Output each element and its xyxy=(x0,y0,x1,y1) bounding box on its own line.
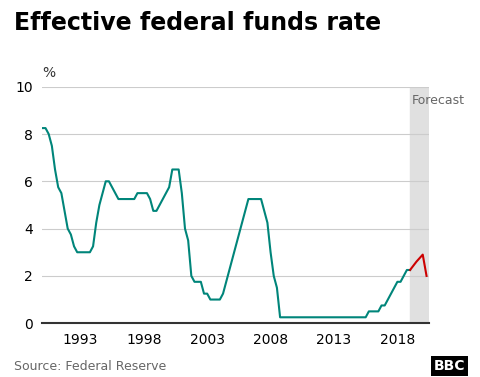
Text: Effective federal funds rate: Effective federal funds rate xyxy=(14,11,382,35)
Text: Forecast: Forecast xyxy=(411,94,464,107)
Text: BBC: BBC xyxy=(434,359,466,373)
Text: Source: Federal Reserve: Source: Federal Reserve xyxy=(14,360,167,373)
Bar xyxy=(410,87,429,323)
Text: %: % xyxy=(42,66,56,80)
